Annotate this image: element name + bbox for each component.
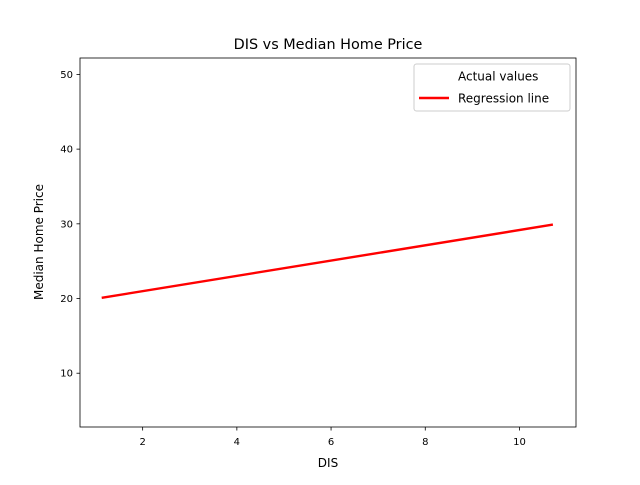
x-tick-label: 6 <box>328 437 334 448</box>
legend-label: Regression line <box>458 92 549 106</box>
y-tick-label: 10 <box>60 369 73 380</box>
axes-frame <box>79 57 577 428</box>
y-tick-label: 20 <box>60 294 73 305</box>
legend-label: Actual values <box>458 70 538 84</box>
y-tick-label: 30 <box>60 219 73 230</box>
x-tick-label: 10 <box>513 437 526 448</box>
x-axis-label: DIS <box>318 456 338 470</box>
legend-swatch-marker <box>431 73 437 79</box>
plot-area: 2 4 6 8 10 10 20 30 40 50 <box>60 57 577 448</box>
regression-line <box>101 223 554 299</box>
legend-box <box>413 63 571 112</box>
x-tick-label: 2 <box>139 437 145 448</box>
x-tick-label: 4 <box>234 437 240 448</box>
y-tick-label: 50 <box>60 70 73 81</box>
y-axis-label: Median Home Price <box>32 184 46 300</box>
y-tick-label: 40 <box>60 145 73 156</box>
legend: Actual values Regression line <box>413 63 571 112</box>
chart-title: DIS vs Median Home Price <box>234 37 423 53</box>
x-tick-label: 8 <box>422 437 428 448</box>
